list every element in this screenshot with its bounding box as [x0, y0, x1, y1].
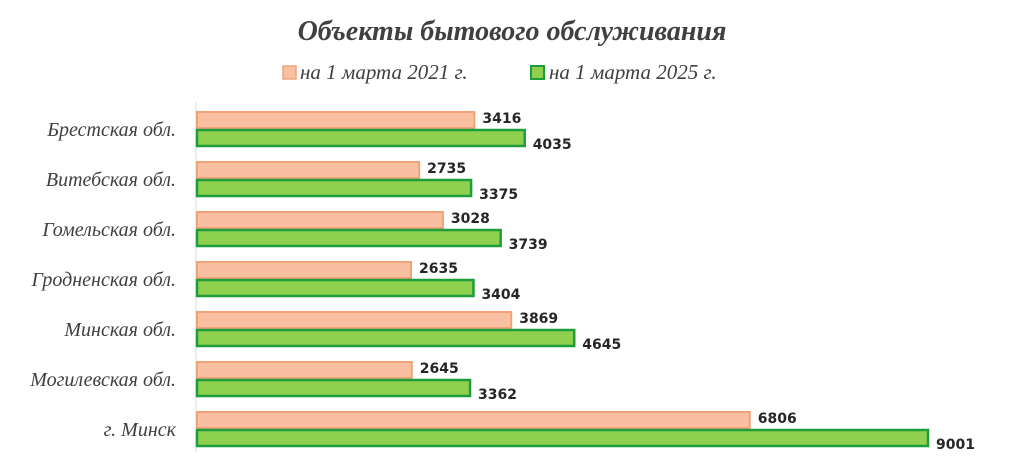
- data-label: 2635: [419, 261, 458, 277]
- bar-2021: [196, 161, 421, 179]
- data-label: 3416: [482, 111, 521, 127]
- legend-label-2021: на 1 марта 2021 г.: [300, 60, 468, 84]
- legend-swatch-2021: [282, 65, 297, 80]
- bar-2025: [195, 178, 473, 198]
- data-label: 2645: [420, 361, 459, 377]
- category-label: Минская обл.: [63, 319, 176, 341]
- data-label: 3869: [519, 311, 558, 327]
- bar-2025: [195, 428, 930, 448]
- bar-2025: [195, 228, 502, 248]
- bar-2021: [196, 211, 444, 229]
- bar-2021: [196, 311, 513, 329]
- legend: на 1 марта 2021 г. на 1 марта 2025 г.: [282, 60, 717, 84]
- bar-2021: [196, 111, 476, 129]
- category-label: Гомельская обл.: [41, 219, 176, 241]
- data-label: 3739: [509, 237, 548, 253]
- category-label: Витебская обл.: [46, 169, 176, 191]
- data-label: 9001: [936, 437, 975, 453]
- data-label: 3404: [481, 287, 520, 303]
- bar-2021: [196, 261, 412, 279]
- bar-2025: [195, 278, 475, 298]
- bar-2025: [195, 128, 526, 148]
- data-label: 4645: [582, 337, 621, 353]
- data-label: 2735: [427, 161, 466, 177]
- bar-2021: [196, 361, 413, 379]
- category-label: Брестская обл.: [46, 119, 176, 141]
- chart-title: Объекты бытового обслуживания: [298, 16, 727, 47]
- data-label: 3028: [451, 211, 490, 227]
- data-label: 3362: [478, 387, 517, 403]
- bar-2025: [195, 328, 576, 348]
- data-label: 4035: [533, 137, 572, 153]
- category-label: г. Минск: [104, 419, 177, 441]
- bar-2025: [195, 378, 472, 398]
- data-label: 6806: [758, 411, 797, 427]
- plot-area: Брестская обл. 3416 4035 Витебская обл. 2735…: [29, 111, 975, 453]
- category-label: Гродненская обл.: [31, 269, 176, 291]
- legend-label-2025: на 1 марта 2025 г.: [549, 60, 717, 84]
- legend-swatch-2025: [530, 65, 545, 80]
- data-label: 3375: [479, 187, 518, 203]
- bar-2021: [196, 411, 751, 429]
- category-label: Могилевская обл.: [29, 369, 176, 391]
